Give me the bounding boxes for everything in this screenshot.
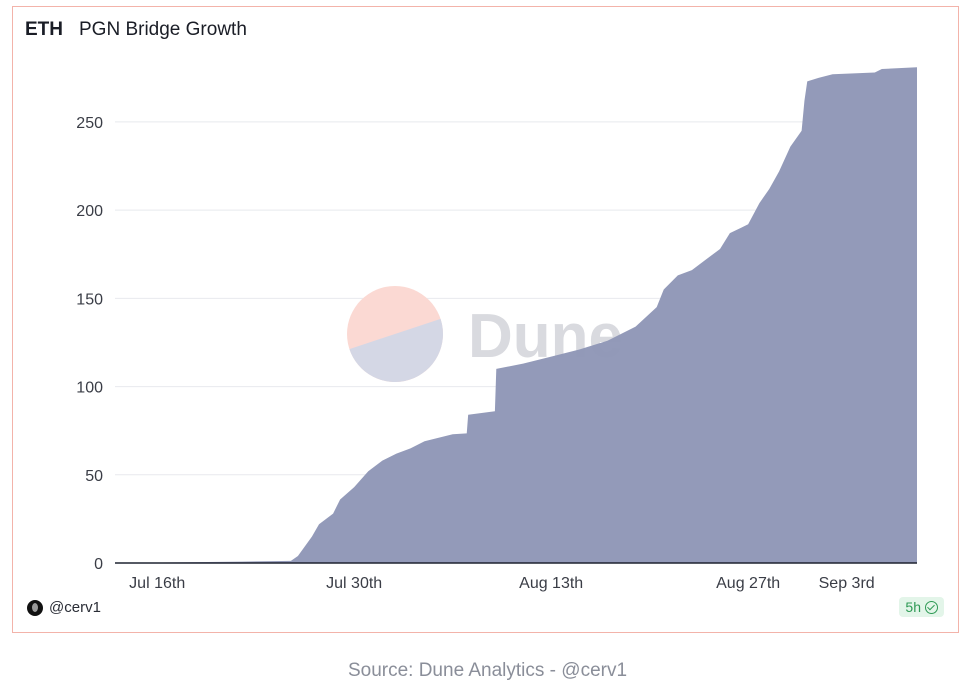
avatar-icon [27, 599, 43, 616]
watermark-logo-lavender [349, 318, 443, 382]
y-tick-label: 100 [76, 380, 103, 397]
y-tick-label: 0 [94, 556, 103, 573]
chart-tag: ETH [25, 19, 63, 40]
x-tick-label: Jul 16th [129, 575, 185, 592]
y-tick-labels: 0 50 100 150 200 250 [76, 115, 103, 573]
y-tick-label: 250 [76, 115, 103, 132]
chart-header: ETH PGN Bridge Growth [25, 19, 247, 41]
x-tick-labels: Jul 16th Jul 30th Aug 13th Aug 27th Sep 3rd [129, 575, 874, 592]
x-tick-label: Jul 30th [326, 575, 382, 592]
author-name: @cerv1 [49, 599, 101, 616]
x-tick-label: Aug 27th [716, 575, 780, 592]
age-text: 5h [905, 599, 921, 615]
check-circle-icon [925, 600, 938, 614]
author-credit[interactable]: @cerv1 [27, 599, 101, 616]
y-tick-label: 50 [85, 468, 103, 485]
x-tick-label: Aug 13th [519, 575, 583, 592]
x-tick-label: Sep 3rd [819, 575, 875, 592]
chart-title: PGN Bridge Growth [79, 19, 247, 40]
y-tick-label: 150 [76, 291, 103, 308]
y-tick-label: 200 [76, 203, 103, 220]
refresh-age-badge[interactable]: 5h [899, 597, 944, 617]
chart-card: ETH PGN Bridge Growth Dune 0 50 100 150 200 2… [12, 6, 959, 633]
source-caption: Source: Dune Analytics - @cerv1 [347, 660, 628, 681]
area-series [115, 67, 917, 564]
